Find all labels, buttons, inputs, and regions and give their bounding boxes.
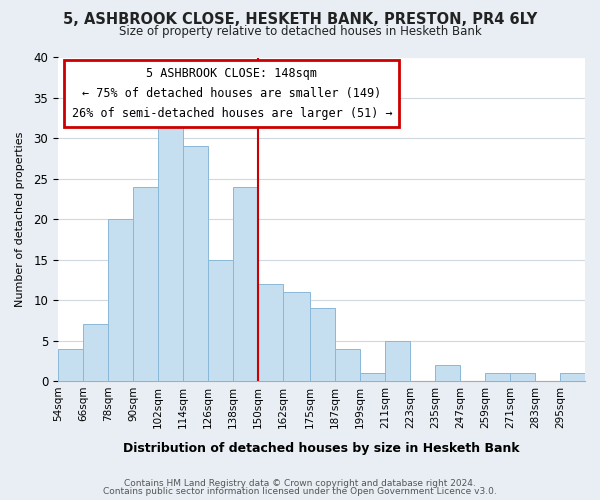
X-axis label: Distribution of detached houses by size in Hesketh Bank: Distribution of detached houses by size … <box>123 442 520 455</box>
Text: 5 ASHBROOK CLOSE: 148sqm
← 75% of detached houses are smaller (149)
26% of semi-: 5 ASHBROOK CLOSE: 148sqm ← 75% of detach… <box>71 67 392 120</box>
Text: Contains public sector information licensed under the Open Government Licence v3: Contains public sector information licen… <box>103 487 497 496</box>
Bar <box>83 324 108 381</box>
Y-axis label: Number of detached properties: Number of detached properties <box>15 132 25 307</box>
Bar <box>208 260 233 381</box>
Text: Contains HM Land Registry data © Crown copyright and database right 2024.: Contains HM Land Registry data © Crown c… <box>124 478 476 488</box>
Bar <box>360 373 385 381</box>
Bar <box>258 284 283 381</box>
Bar <box>58 349 83 381</box>
Bar <box>133 187 158 381</box>
Bar <box>485 373 510 381</box>
Bar <box>435 365 460 381</box>
Text: Size of property relative to detached houses in Hesketh Bank: Size of property relative to detached ho… <box>119 25 481 38</box>
Bar <box>233 187 258 381</box>
Bar <box>183 146 208 381</box>
Bar <box>310 308 335 381</box>
Text: 5, ASHBROOK CLOSE, HESKETH BANK, PRESTON, PR4 6LY: 5, ASHBROOK CLOSE, HESKETH BANK, PRESTON… <box>63 12 537 28</box>
Bar <box>158 122 183 381</box>
Bar <box>510 373 535 381</box>
Bar <box>283 292 310 381</box>
Bar <box>385 340 410 381</box>
Bar <box>108 220 133 381</box>
Bar <box>335 349 360 381</box>
Bar <box>560 373 585 381</box>
